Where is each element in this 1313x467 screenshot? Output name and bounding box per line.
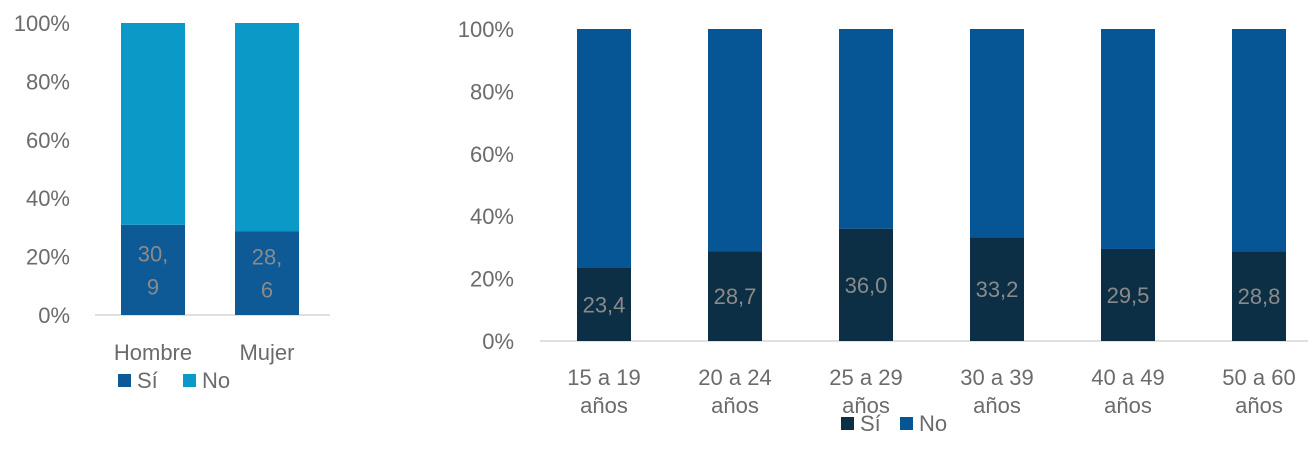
y-tick-label: 0% bbox=[38, 303, 70, 328]
x-tick-label: Hombre bbox=[114, 340, 192, 365]
y-tick-label: 20% bbox=[26, 245, 70, 270]
y-tick-label: 20% bbox=[470, 267, 514, 292]
legend-label: No bbox=[919, 411, 947, 436]
legend-label: No bbox=[202, 368, 230, 393]
bar-no bbox=[1232, 29, 1286, 252]
y-tick-label: 0% bbox=[482, 329, 514, 354]
bar-si bbox=[577, 267, 631, 341]
y-tick-label: 100% bbox=[14, 11, 70, 36]
legend-swatch bbox=[841, 417, 854, 430]
data-label: 33,2 bbox=[976, 277, 1019, 302]
age-group-chart: 0% 20% 40% 60% 80% 100% 23,4 15 a 19 años 28,7 20 … bbox=[458, 17, 1308, 436]
legend-swatch bbox=[183, 374, 196, 387]
bar-no bbox=[1101, 29, 1155, 249]
bar-si bbox=[1232, 251, 1286, 341]
gender-chart: 0% 20% 40% 60% 80% 100% 30, 9 Hombre 28, 6 Mujer Sí N… bbox=[14, 11, 330, 393]
y-tick-label: 100% bbox=[458, 17, 514, 42]
data-label: 36,0 bbox=[845, 273, 888, 298]
bar-si bbox=[839, 228, 893, 341]
y-tick-label: 60% bbox=[26, 128, 70, 153]
bar-no bbox=[839, 29, 893, 229]
x-tick-label: 30 a 39 años bbox=[960, 365, 1033, 418]
bar-no bbox=[970, 29, 1024, 238]
legend-label: Sí bbox=[137, 368, 158, 393]
data-label: 23,4 bbox=[583, 292, 626, 317]
x-tick-label: Mujer bbox=[239, 340, 294, 365]
bar-si bbox=[235, 231, 299, 315]
y-tick-label: 40% bbox=[470, 204, 514, 229]
legend-swatch bbox=[118, 374, 131, 387]
bar-si bbox=[708, 251, 762, 341]
bar-si bbox=[121, 224, 185, 315]
y-tick-label: 80% bbox=[26, 69, 70, 94]
legend-label: Sí bbox=[860, 411, 881, 436]
x-tick-label: 15 a 19 años bbox=[567, 365, 640, 418]
y-tick-label: 40% bbox=[26, 186, 70, 211]
y-tick-label: 80% bbox=[470, 79, 514, 104]
legend-swatch bbox=[900, 417, 913, 430]
bar-no bbox=[121, 23, 185, 225]
x-tick-label: 40 a 49 años bbox=[1091, 365, 1164, 418]
data-label: 28,8 bbox=[1238, 284, 1281, 309]
bar-no bbox=[577, 29, 631, 268]
bar-si bbox=[1101, 248, 1155, 341]
x-tick-label: 25 a 29 años bbox=[829, 365, 902, 418]
y-tick-label: 60% bbox=[470, 142, 514, 167]
data-label: 28,7 bbox=[714, 284, 757, 309]
bar-si bbox=[970, 237, 1024, 341]
data-label: 28, 6 bbox=[252, 245, 283, 303]
x-tick-label: 20 a 24 años bbox=[698, 365, 771, 418]
bar-no bbox=[708, 29, 762, 252]
bar-no bbox=[235, 23, 299, 232]
data-label: 30, 9 bbox=[138, 241, 169, 299]
data-label: 29,5 bbox=[1107, 283, 1150, 308]
x-tick-label: 50 a 60 años bbox=[1222, 365, 1295, 418]
